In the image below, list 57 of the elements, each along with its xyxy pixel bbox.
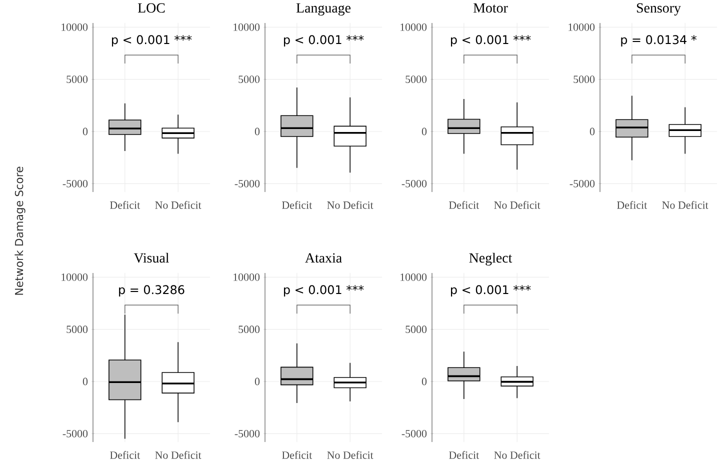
y-tick-label: -5000 (570, 180, 595, 188)
x-tick-label: Deficit (449, 451, 480, 459)
annotation: p = 0.0134 * (621, 35, 697, 47)
y-tick-label: -5000 (402, 180, 427, 188)
y-axis-title: Network Damage Score (14, 166, 26, 295)
y-tick-label: -5000 (62, 430, 88, 438)
y-tick-label: -5000 (402, 430, 427, 438)
y-tick-label: 5000 (238, 326, 260, 334)
y-tick-label: 0 (82, 128, 88, 136)
y-tick-label: 0 (82, 378, 88, 386)
y-tick-label: 0 (422, 128, 427, 136)
chart-title: Motor (473, 3, 508, 13)
y-tick-label: 5000 (66, 76, 88, 84)
x-tick-label: No Deficit (327, 201, 374, 209)
y-tick-label: 0 (254, 378, 260, 386)
y-tick-label: 0 (590, 128, 595, 136)
y-tick-label: 10000 (568, 23, 595, 31)
annotation: p < 0.001 *** (451, 285, 531, 297)
annotation: p = 0.3286 (119, 285, 184, 297)
y-tick-label: 10000 (62, 23, 88, 31)
x-tick-label: Deficit (110, 451, 140, 459)
x-tick-label: Deficit (282, 201, 312, 209)
x-tick-label: No Deficit (662, 201, 708, 209)
y-tick-label: 0 (422, 378, 427, 386)
annotation: p < 0.001 *** (284, 35, 364, 47)
y-tick-label: 5000 (406, 326, 427, 334)
x-tick-label: No Deficit (494, 451, 540, 459)
x-tick-label: Deficit (617, 201, 648, 209)
annotation: p < 0.001 *** (451, 35, 531, 47)
x-tick-label: No Deficit (494, 201, 540, 209)
x-tick-label: Deficit (282, 451, 312, 459)
y-tick-label: 10000 (400, 23, 427, 31)
x-tick-label: No Deficit (155, 451, 202, 459)
y-tick-label: 10000 (234, 273, 260, 281)
y-tick-label: 5000 (574, 76, 595, 84)
chart-title: Ataxia (305, 253, 342, 263)
y-tick-label: -5000 (62, 180, 88, 188)
chart-title: LOC (138, 3, 165, 13)
y-tick-label: -5000 (234, 180, 260, 188)
y-tick-label: 10000 (400, 273, 427, 281)
annotation: p < 0.001 *** (284, 285, 364, 297)
chart-title: Language (296, 3, 351, 16)
y-tick-label: 5000 (66, 326, 88, 334)
y-tick-label: -5000 (234, 430, 260, 438)
y-tick-label: 5000 (238, 76, 260, 84)
y-tick-label: 10000 (234, 23, 260, 31)
chart-title: Visual (134, 252, 170, 263)
x-tick-label: Deficit (449, 201, 480, 209)
x-tick-label: No Deficit (327, 451, 374, 459)
chart-title: Sensory (636, 3, 681, 16)
y-tick-label: 0 (254, 128, 260, 136)
y-tick-label: 10000 (62, 273, 88, 281)
x-tick-label: No Deficit (155, 201, 202, 209)
y-tick-label: 5000 (406, 76, 427, 84)
chart-title: Neglect (469, 252, 512, 266)
x-tick-label: Deficit (110, 201, 140, 209)
annotation: p < 0.001 *** (112, 35, 192, 47)
